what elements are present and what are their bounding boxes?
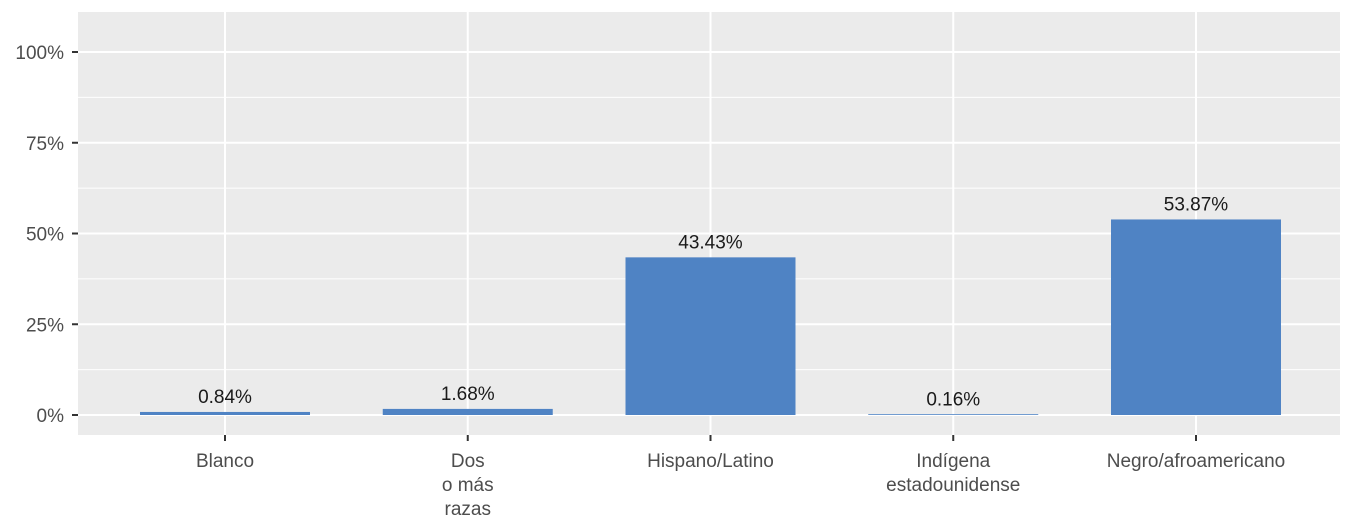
bar (868, 414, 1039, 415)
x-tick-label-line: Dos (451, 451, 485, 472)
x-tick-label-line: Indígena (916, 451, 990, 472)
x-tick-label: Blanco (196, 451, 254, 472)
bar (140, 411, 310, 415)
x-tick-label-line: Negro/afroamericano (1107, 451, 1285, 472)
data-label: 0.16% (926, 389, 980, 410)
y-tick-label: 75% (26, 134, 64, 155)
y-tick-label: 25% (26, 315, 64, 336)
x-tick-label: Dos o más razas (442, 451, 494, 520)
x-tick-label-line: razas (445, 499, 491, 520)
data-label: 0.84% (198, 387, 252, 408)
x-tick-label: Hispano/Latino (647, 451, 774, 472)
data-label: 53.87% (1164, 194, 1229, 215)
x-tick-label: Negro/afroamericano (1107, 451, 1285, 472)
y-tick-label: 50% (26, 225, 64, 246)
bar (625, 257, 796, 415)
data-label: 43.43% (678, 232, 743, 253)
bar (1111, 219, 1281, 415)
x-tick-label: Indígena estadounidense (886, 451, 1020, 496)
x-tick-label-line: estadounidense (886, 475, 1020, 496)
bar (382, 408, 553, 415)
y-tick-label: 100% (15, 43, 64, 64)
y-tick-label: 0% (37, 406, 65, 427)
x-tick-label-line: Hispano/Latino (647, 451, 774, 472)
data-label: 1.68% (441, 384, 495, 405)
x-tick-label-line: o más (442, 475, 494, 496)
x-tick-label-line: Blanco (196, 451, 254, 472)
